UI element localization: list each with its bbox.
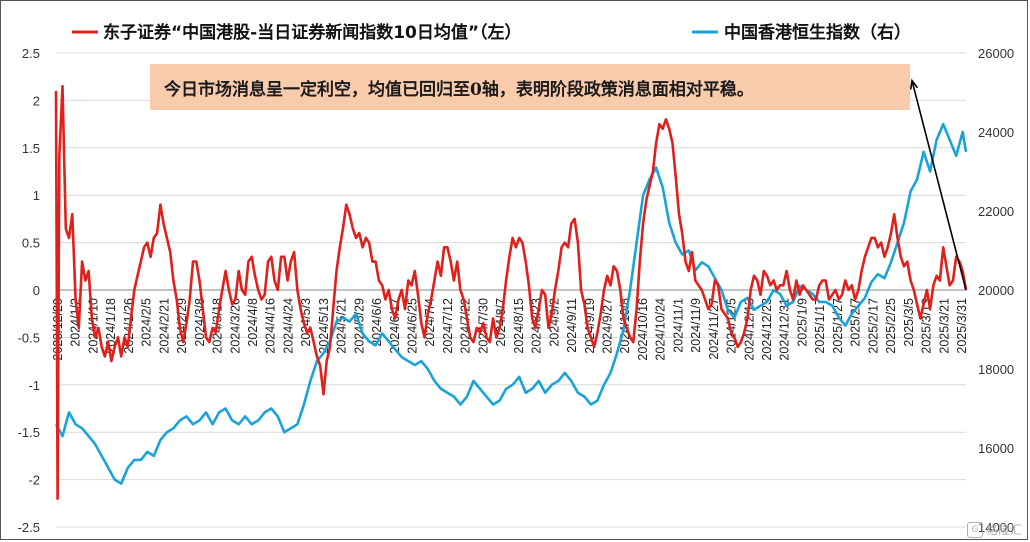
x-tick-label: 2024/1/18 xyxy=(104,298,118,354)
x-tick-label: 2024/7/22 xyxy=(459,298,473,354)
x-tick-label: 2024/11/1 xyxy=(671,298,685,353)
x-tick-label: 2024/6/6 xyxy=(370,298,384,347)
x-tick-label: 2025/2/7 xyxy=(849,298,863,347)
x-tick-label: 2024/9/11 xyxy=(565,298,579,353)
x-tick-label: 2025/3/5 xyxy=(902,298,916,347)
y-right-tick-label: 24000 xyxy=(978,125,1014,140)
watermark: G 格隆汇 xyxy=(966,521,1022,538)
x-tick-label: 2024/12/31 xyxy=(778,298,792,361)
x-tick-label: 2024/8/15 xyxy=(512,298,526,354)
x-tick-label: 2025/1/9 xyxy=(795,298,809,347)
x-tick-label: 2024/6/25 xyxy=(406,298,420,354)
arrow-shaft xyxy=(911,80,967,291)
watermark-text: 格隆汇 xyxy=(985,522,1022,537)
y-left-tick-label: 0 xyxy=(33,283,40,298)
x-tick-label: 2024/9/27 xyxy=(600,298,614,354)
y-axis-left: 2.5 2 1.5 1 0.5 0 -0.5 -1 -1.5 -2 -2.5 xyxy=(18,46,40,535)
x-tick-label: 2024/4/8 xyxy=(246,298,260,347)
x-tick-label: 2024/10/16 xyxy=(636,298,650,361)
arrow-head xyxy=(909,78,919,90)
x-tick-label: 2024/5/3 xyxy=(299,298,313,347)
x-tick-label: 2024/2/21 xyxy=(157,298,171,354)
watermark-logo-icon: G xyxy=(966,522,983,538)
y-left-tick-label: 2 xyxy=(33,93,40,108)
y-right-tick-label: 16000 xyxy=(978,441,1014,456)
x-tick-label: 2024/4/24 xyxy=(281,298,295,354)
x-tick-label: 2024/9/2 xyxy=(547,298,561,347)
y-right-tick-label: 22000 xyxy=(978,204,1014,219)
x-tick-label: 2024/12/23 xyxy=(760,298,774,361)
x-tick-label: 2024/10/24 xyxy=(654,298,668,361)
y-left-tick-label: 0.5 xyxy=(22,236,40,251)
x-tick-label: 2024/7/4 xyxy=(423,298,437,347)
x-tick-label: 2024/3/26 xyxy=(228,298,242,354)
legend-label-right: 中国香港恒生指数（右） xyxy=(724,22,911,43)
y-left-tick-label: -1.5 xyxy=(18,425,40,440)
y-axis-right: 26000 24000 22000 20000 18000 16000 14000 xyxy=(978,46,1014,535)
x-tick-label: 2024/5/13 xyxy=(317,298,331,354)
gridlines xyxy=(56,52,966,528)
y-left-tick-label: 1 xyxy=(33,188,40,203)
y-right-tick-label: 26000 xyxy=(978,46,1014,61)
x-tick-label: 2024/7/12 xyxy=(441,298,455,354)
x-tick-label: 2024/12/13 xyxy=(742,298,756,361)
y-left-tick-label: -0.5 xyxy=(18,330,40,345)
annotation-text: 今日市场消息呈一定利空，均值已回归至0轴，表明阶段政策消息面相对平稳。 xyxy=(164,80,754,100)
y-left-tick-label: -2.5 xyxy=(18,520,40,535)
x-tick-label: 2024/11/9 xyxy=(689,298,703,353)
x-tick-label: 2025/3/21 xyxy=(937,298,951,354)
series-line-news-index xyxy=(54,84,968,500)
annotation-box xyxy=(150,64,910,110)
x-axis: 2023/12/20 2024/1/2 2024/1/10 2024/1/18 2024… xyxy=(51,298,969,361)
y-left-tick-label: 2.5 xyxy=(22,46,40,61)
x-tick-label: 2024/6/17 xyxy=(388,298,402,354)
legend: 东子证券“中国港股-当日证券新闻指数10日均值”（左） 中国香港恒生指数（右） xyxy=(72,22,911,43)
x-tick-label: 2024/4/16 xyxy=(264,298,278,354)
x-tick-label: 2024/5/21 xyxy=(335,298,349,354)
y-right-tick-label: 18000 xyxy=(978,362,1014,377)
x-tick-label: 2025/2/25 xyxy=(884,298,898,354)
annotation-arrow xyxy=(909,78,967,291)
x-tick-label: 2025/1/17 xyxy=(813,298,827,354)
series-lines xyxy=(54,84,968,500)
y-right-tick-label: 14000 xyxy=(978,520,1014,535)
x-tick-label: 2024/11/27 xyxy=(707,298,721,360)
y-left-tick-label: 1.5 xyxy=(22,141,40,156)
x-tick-label: 2025/2/17 xyxy=(866,298,880,354)
legend-label-left: 东子证券“中国港股-当日证券新闻指数10日均值”（左） xyxy=(103,22,522,43)
y-left-tick-label: -2 xyxy=(28,473,40,488)
y-left-tick-label: -1 xyxy=(28,378,40,393)
x-tick-label: 2024/2/5 xyxy=(140,298,154,347)
x-tick-label: 2025/3/31 xyxy=(955,298,969,354)
y-right-tick-label: 20000 xyxy=(978,283,1014,298)
